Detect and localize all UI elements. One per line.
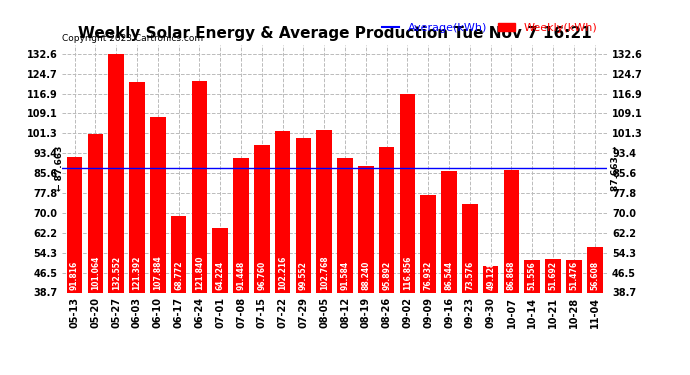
Bar — [420, 195, 436, 292]
Bar — [379, 147, 395, 292]
Bar — [192, 81, 207, 292]
Text: 121.392: 121.392 — [132, 256, 141, 291]
Bar — [504, 170, 520, 292]
Bar — [524, 260, 540, 292]
Text: 96.760: 96.760 — [257, 261, 266, 291]
Bar — [587, 247, 602, 292]
Text: 56.608: 56.608 — [590, 261, 599, 291]
Text: Copyright 2023 Cartronics.com: Copyright 2023 Cartronics.com — [62, 33, 204, 42]
Text: 76.932: 76.932 — [424, 261, 433, 291]
Bar — [358, 166, 374, 292]
Bar — [566, 260, 582, 292]
Text: 87.663 →: 87.663 → — [611, 145, 620, 190]
Text: 88.240: 88.240 — [362, 261, 371, 291]
Bar — [150, 117, 166, 292]
Text: 91.448: 91.448 — [237, 261, 246, 291]
Text: 132.552: 132.552 — [112, 256, 121, 291]
Text: 99.552: 99.552 — [299, 262, 308, 291]
Text: 86.868: 86.868 — [507, 261, 516, 291]
Text: 121.840: 121.840 — [195, 256, 204, 291]
Text: 91.584: 91.584 — [341, 261, 350, 291]
Text: 51.556: 51.556 — [528, 262, 537, 291]
Bar — [171, 216, 186, 292]
Bar — [295, 138, 311, 292]
Bar — [462, 204, 477, 292]
Bar — [275, 131, 290, 292]
Text: 49.128: 49.128 — [486, 261, 495, 291]
Text: 101.064: 101.064 — [91, 256, 100, 291]
Bar — [213, 228, 228, 292]
Text: 73.576: 73.576 — [465, 261, 475, 291]
Bar — [442, 171, 457, 292]
Text: 102.216: 102.216 — [278, 256, 287, 291]
Legend: Average(kWh), Weekly(kWh): Average(kWh), Weekly(kWh) — [377, 18, 602, 37]
Bar — [254, 145, 270, 292]
Bar — [337, 158, 353, 292]
Text: 51.692: 51.692 — [549, 261, 558, 291]
Text: 91.816: 91.816 — [70, 261, 79, 291]
Text: 102.768: 102.768 — [319, 256, 328, 291]
Bar — [545, 260, 561, 292]
Text: 68.772: 68.772 — [174, 261, 183, 291]
Bar — [108, 54, 124, 292]
Bar — [67, 158, 82, 292]
Bar — [317, 129, 332, 292]
Bar — [88, 134, 103, 292]
Bar — [400, 94, 415, 292]
Text: 116.856: 116.856 — [403, 256, 412, 291]
Text: 64.224: 64.224 — [216, 261, 225, 291]
Text: 95.892: 95.892 — [382, 261, 391, 291]
Bar — [233, 158, 249, 292]
Text: 51.476: 51.476 — [569, 261, 578, 291]
Bar — [129, 82, 145, 292]
Text: 107.884: 107.884 — [153, 256, 162, 291]
Bar — [483, 266, 498, 292]
Text: ← 87.663: ← 87.663 — [55, 145, 64, 190]
Title: Weekly Solar Energy & Average Production Tue Nov 7 16:21: Weekly Solar Energy & Average Production… — [78, 26, 591, 41]
Text: 86.544: 86.544 — [444, 261, 453, 291]
